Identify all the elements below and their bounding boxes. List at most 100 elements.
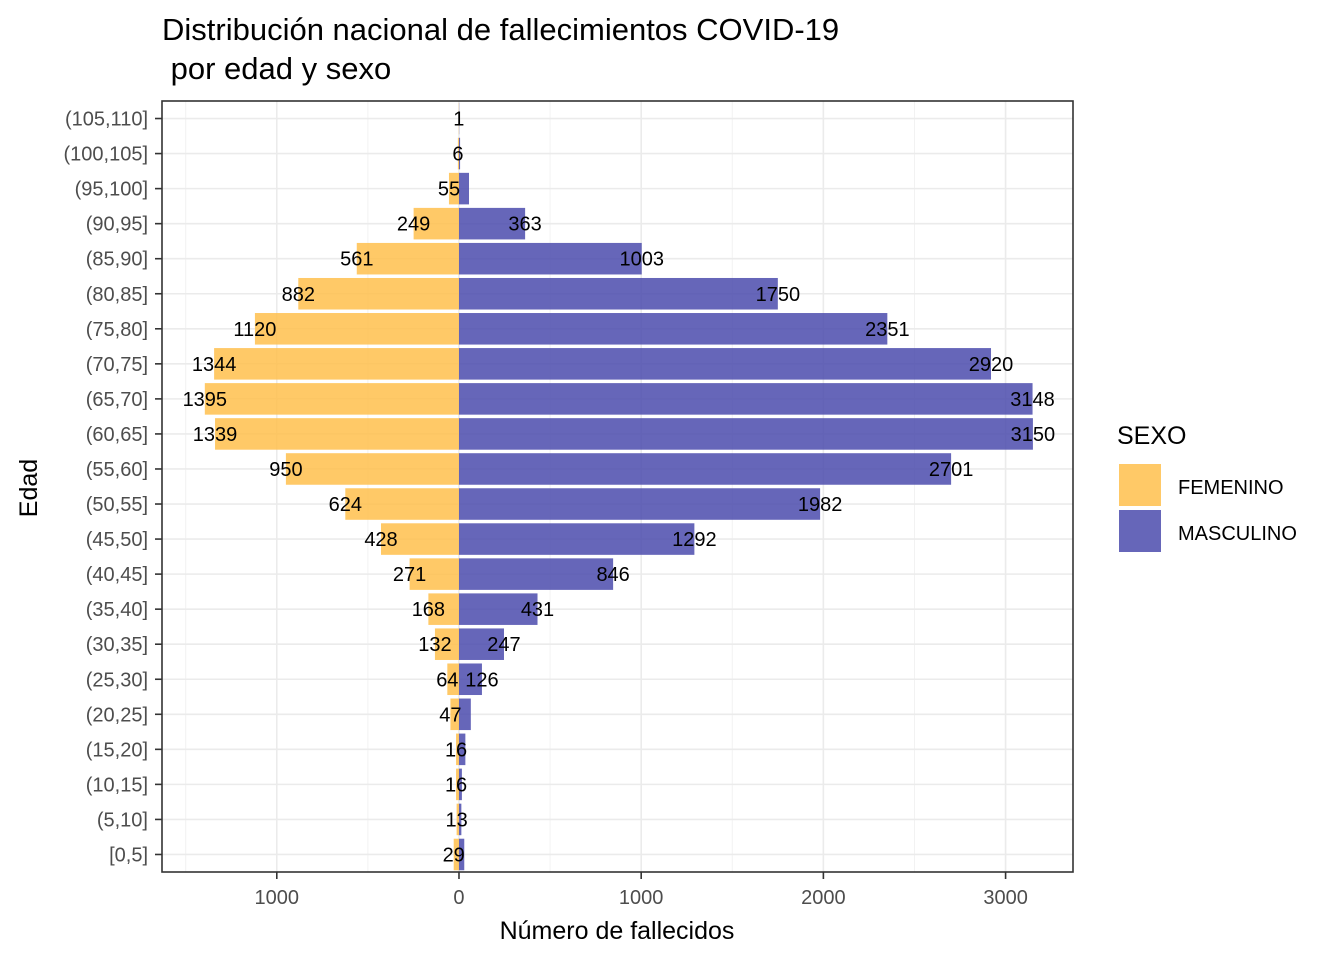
data-label-femenino: 64 <box>436 669 458 691</box>
y-tick-label: (35,40] <box>86 599 148 621</box>
y-tick-label: (60,65] <box>86 424 148 446</box>
legend: SEXO FEMENINO MASCULINO <box>1117 422 1297 552</box>
bar-masculino <box>458 242 642 275</box>
y-tick-label: (20,25] <box>86 704 148 726</box>
data-label-masculino: 1003 <box>619 249 664 271</box>
data-label-masculino: 846 <box>596 564 629 586</box>
y-tick-label: (5,10] <box>97 809 148 831</box>
bar-masculino <box>458 663 482 696</box>
bar-masculino <box>458 137 461 170</box>
y-tick-label: (85,90] <box>86 249 148 271</box>
bar-masculino <box>458 453 952 485</box>
x-tick-label: 1000 <box>619 887 664 909</box>
bar-femenino <box>453 838 459 871</box>
data-label-masculino: 1292 <box>672 529 717 551</box>
data-label-masculino: 1750 <box>756 284 801 306</box>
y-tick-label: (45,50] <box>86 529 148 551</box>
bar-femenino <box>215 418 459 450</box>
data-label-masculino: 247 <box>487 634 520 656</box>
x-tick-label: 2000 <box>801 887 846 909</box>
bar-masculino <box>458 768 462 801</box>
data-label-femenino: 249 <box>397 214 430 236</box>
legend-title: SEXO <box>1117 422 1186 450</box>
bar-femenino <box>409 558 459 590</box>
legend-swatch-masculino <box>1119 510 1161 552</box>
bar-masculino <box>458 172 470 205</box>
bar-masculino <box>458 207 526 240</box>
bar-masculino <box>458 523 695 555</box>
legend-label-femenino: FEMENINO <box>1178 477 1284 499</box>
y-axis-title: Edad <box>15 459 43 517</box>
bar-masculino <box>458 418 1033 450</box>
data-label-masculino: 1982 <box>798 494 843 516</box>
bar-masculino <box>458 488 821 520</box>
bar-masculino <box>458 313 888 345</box>
data-label-femenino: 950 <box>269 459 302 481</box>
bar-femenino <box>413 207 459 240</box>
data-label-femenino: 55 <box>438 179 460 201</box>
data-label-femenino: 428 <box>364 529 397 551</box>
plot-area: 2913161647641321682714286249501339139513… <box>63 100 1074 909</box>
bar-femenino <box>450 698 459 731</box>
data-label-femenino: 13 <box>445 809 467 831</box>
bar-masculino <box>458 733 466 766</box>
y-tick-label: (55,60] <box>86 459 148 481</box>
bar-femenino <box>356 242 459 275</box>
x-tick-label: 1000 <box>255 887 300 909</box>
data-label-masculino: 363 <box>508 214 541 236</box>
y-tick-label: (40,45] <box>86 564 148 586</box>
bar-femenino <box>204 383 459 415</box>
data-label-masculino: 3150 <box>1011 424 1056 446</box>
chart-title-line1: Distribución nacional de fallecimientos … <box>162 12 839 47</box>
bar-femenino <box>428 593 459 625</box>
y-tick-label: (100,105] <box>63 144 148 166</box>
data-label-femenino: 16 <box>445 774 467 796</box>
data-label-femenino: 1339 <box>193 424 238 446</box>
data-label-masculino: 2701 <box>929 459 974 481</box>
data-label-femenino: 6 <box>452 144 463 166</box>
x-tick-label: 0 <box>453 887 464 909</box>
plot-border <box>161 100 1074 873</box>
plot-background <box>162 101 1073 872</box>
y-tick-label: (30,35] <box>86 634 148 656</box>
bar-femenino <box>254 313 459 345</box>
bar-femenino <box>456 768 459 801</box>
bar-femenino <box>447 663 459 696</box>
y-tick-label: (50,55] <box>86 494 148 516</box>
bar-femenino <box>457 137 459 170</box>
bar-masculino <box>458 803 462 836</box>
y-tick-label: (80,85] <box>86 284 148 306</box>
y-tick-label: (75,80] <box>86 319 148 341</box>
data-label-masculino: 3148 <box>1010 389 1055 411</box>
legend-label-masculino: MASCULINO <box>1178 523 1297 545</box>
y-tick-label: (105,110] <box>65 109 148 131</box>
data-label-femenino: 29 <box>443 844 465 866</box>
legend-swatch-femenino <box>1119 464 1161 506</box>
data-label-femenino: 1395 <box>183 389 228 411</box>
data-label-femenino: 47 <box>439 704 461 726</box>
x-axis-title: Número de fallecidos <box>500 917 735 945</box>
y-tick-label: (10,15] <box>86 774 148 796</box>
data-label-femenino: 624 <box>329 494 362 516</box>
chart-title-line2: por edad y sexo <box>162 51 391 86</box>
bar-masculino <box>458 277 778 310</box>
y-tick-label: (15,20] <box>86 739 148 761</box>
bar-femenino <box>285 453 459 485</box>
x-tick-label: 3000 <box>983 887 1028 909</box>
bar-masculino <box>458 628 504 660</box>
bar-femenino <box>345 488 459 520</box>
data-label-femenino: 1344 <box>192 354 237 376</box>
y-tick-label: (70,75] <box>86 354 148 376</box>
bar-masculino <box>458 593 538 625</box>
bar-masculino <box>458 348 992 380</box>
bar-masculino <box>458 383 1033 415</box>
bar-femenino <box>381 523 459 555</box>
bar-femenino <box>434 628 459 660</box>
bar-femenino <box>456 803 459 836</box>
data-label-masculino: 2920 <box>969 354 1014 376</box>
data-label-femenino: 882 <box>282 284 315 306</box>
y-tick-label: [0,5] <box>109 844 148 866</box>
data-label-masculino: 431 <box>521 599 554 621</box>
y-tick-label: (95,100] <box>75 179 148 201</box>
